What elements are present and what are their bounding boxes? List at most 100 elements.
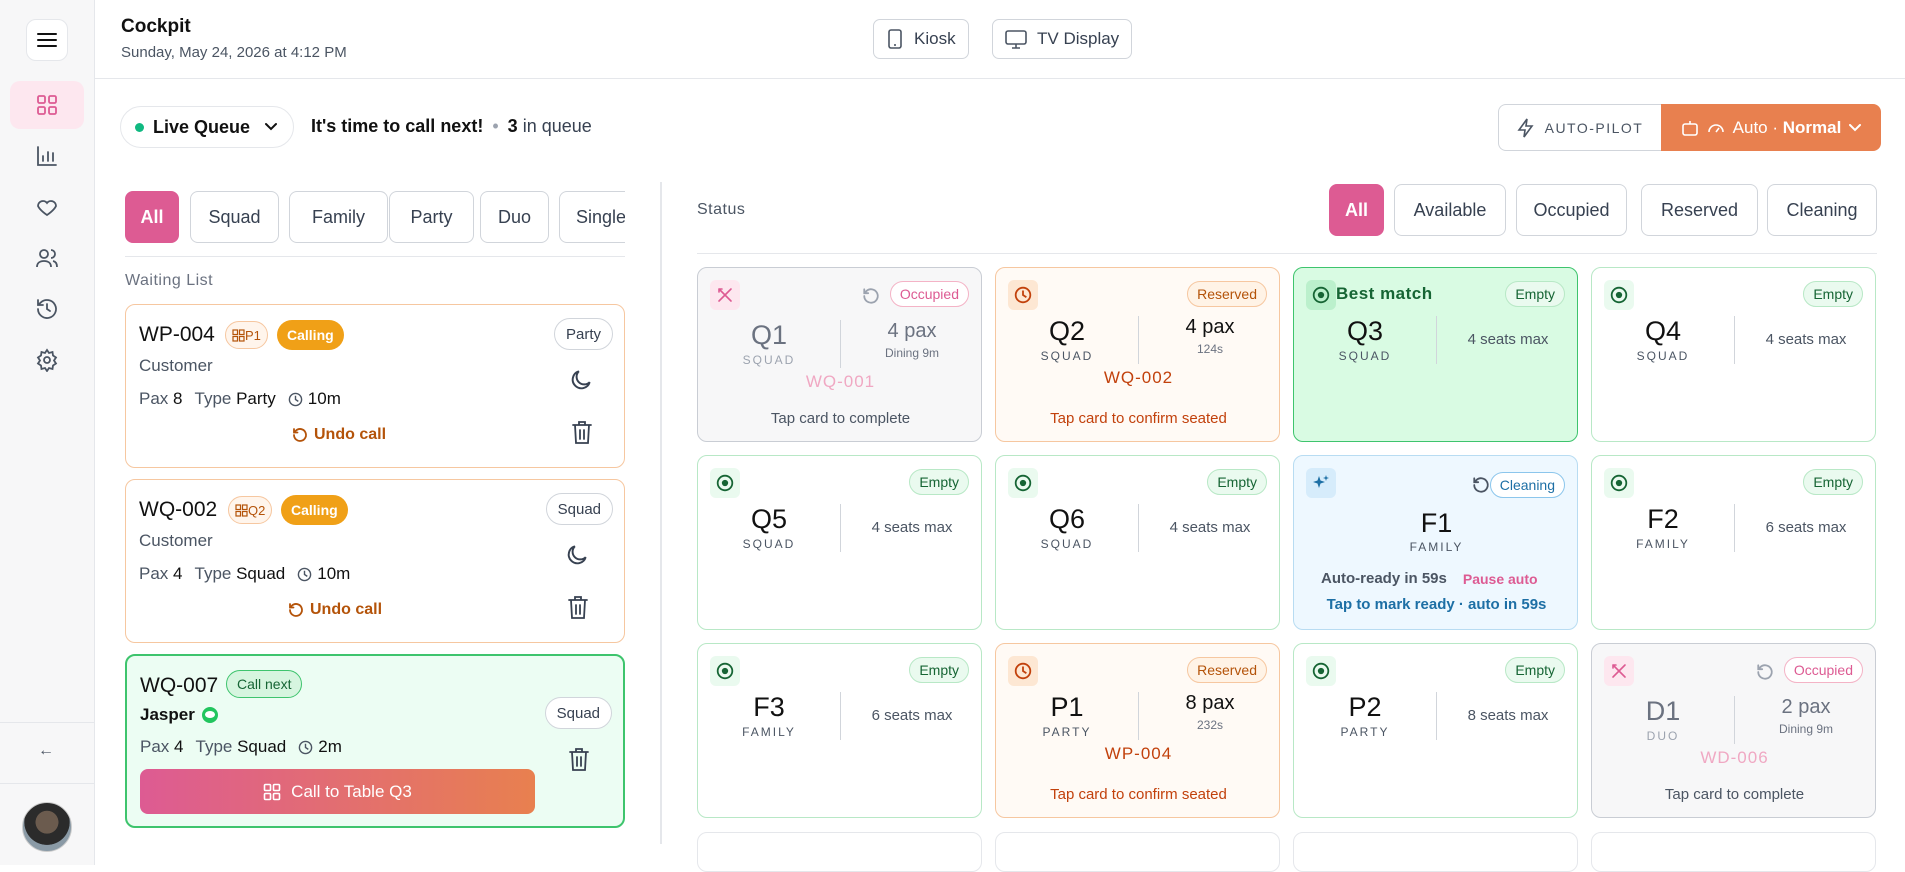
refresh-icon[interactable] xyxy=(1472,476,1490,494)
undo-call-button[interactable]: Undo call xyxy=(292,426,386,444)
table-card-p1[interactable]: Reserved P1 PARTY 8 pax 232s WP-004 Tap … xyxy=(995,643,1280,818)
table-card-partial[interactable] xyxy=(697,832,982,872)
sidebar-item-analytics[interactable] xyxy=(10,132,84,180)
clock-icon xyxy=(1008,656,1038,686)
customer-name: Customer xyxy=(139,531,213,550)
kiosk-button[interactable]: Kiosk xyxy=(873,19,969,59)
sidebar-item-dashboard[interactable] xyxy=(10,81,84,129)
refresh-icon[interactable] xyxy=(862,287,880,305)
robot-icon xyxy=(1681,120,1698,136)
sidebar-item-favorites[interactable] xyxy=(10,183,84,231)
ticket-id: WQ-002 xyxy=(139,498,218,521)
filter-family[interactable]: Family xyxy=(289,191,388,243)
status-header: Status xyxy=(697,201,746,218)
party-size: 2 pax xyxy=(1781,696,1831,718)
tv-display-label: TV Display xyxy=(1037,29,1120,48)
seat-capacity: 4 seats max xyxy=(1765,331,1847,348)
table-card-partial[interactable] xyxy=(1591,832,1876,872)
type-label: Type xyxy=(194,389,232,408)
trash-icon[interactable] xyxy=(570,419,594,445)
waiting-card-wq-002[interactable]: WQ-002 Q2 Calling Squad Customer Pax 4 T… xyxy=(125,479,625,643)
status-filter-available[interactable]: Available xyxy=(1394,184,1506,236)
card-hint: Tap card to complete xyxy=(770,410,911,427)
seat-capacity: 6 seats max xyxy=(1765,519,1847,536)
table-card-p2[interactable]: Empty P2 PARTY 8 seats max xyxy=(1293,643,1578,818)
status-badge: Empty xyxy=(1803,281,1863,307)
occupied-icon xyxy=(710,280,740,310)
queue-filter-group: All Squad Family Party Duo Single xyxy=(125,191,625,243)
ticket-id: WP-004 xyxy=(139,323,215,346)
seat-capacity: 4 seats max xyxy=(871,519,953,536)
wait-value: 10m xyxy=(307,389,341,408)
table-card-partial[interactable] xyxy=(1293,832,1578,872)
undo-call-label: Undo call xyxy=(310,601,383,618)
filter-squad[interactable]: Squad xyxy=(190,191,279,243)
status-filter-all[interactable]: All xyxy=(1329,184,1384,236)
seat-capacity: 6 seats max xyxy=(871,707,953,724)
status-filter-reserved[interactable]: Reserved xyxy=(1641,184,1758,236)
sidebar-item-settings[interactable] xyxy=(10,336,84,384)
table-card-f3[interactable]: Empty F3 FAMILY 6 seats max xyxy=(697,643,982,818)
card-separator xyxy=(840,320,841,368)
auto-ready-text: Auto-ready in 59s xyxy=(1321,570,1447,587)
collapse-sidebar-button[interactable]: ← xyxy=(38,742,54,759)
table-type: SQUAD xyxy=(1338,349,1392,363)
ticket-meta: Pax 8 Type Party 10m xyxy=(139,389,341,409)
tv-display-button[interactable]: TV Display xyxy=(992,19,1133,59)
table-card-q1[interactable]: Occupied Q1 SQUAD 4 pax Dining 9m WQ-001… xyxy=(697,267,982,442)
wait-time: 2m xyxy=(298,737,342,757)
history-icon xyxy=(37,299,57,319)
waiting-card-wp-004[interactable]: WP-004 P1 Calling Party Customer Pax 8 T… xyxy=(125,304,625,468)
heart-icon xyxy=(37,200,57,217)
filter-all[interactable]: All xyxy=(125,191,179,243)
type-field: Type Party xyxy=(195,389,276,409)
table-card-q6[interactable]: Empty Q6 SQUAD 4 seats max xyxy=(995,455,1280,630)
auto-mode-label: Auto · Normal xyxy=(1733,118,1842,138)
waiting-list-header: Waiting List xyxy=(125,272,214,289)
snooze-moon-icon[interactable] xyxy=(568,367,594,393)
table-card-partial[interactable] xyxy=(995,832,1280,872)
call-to-table-button[interactable]: Call to Table Q3 xyxy=(140,769,535,814)
card-separator xyxy=(1734,504,1735,552)
best-match-label: Best match xyxy=(1336,284,1433,303)
table-card-q2[interactable]: Reserved Q2 SQUAD 4 pax 124s WQ-002 Tap … xyxy=(995,267,1280,442)
sidebar-item-history[interactable] xyxy=(10,285,84,333)
trash-icon[interactable] xyxy=(566,594,590,620)
table-type: PARTY xyxy=(1042,725,1092,739)
autopilot-button[interactable]: AUTO-PILOT xyxy=(1498,104,1661,151)
pause-auto-button[interactable]: Pause auto xyxy=(1462,570,1538,587)
filter-party[interactable]: Party xyxy=(389,191,474,243)
card-hint: Tap card to confirm seated xyxy=(1050,410,1227,427)
waiting-card-wq-007[interactable]: WQ-007 Call next Squad Jasper Pax 4 Type… xyxy=(125,654,625,828)
status-filter-occupied[interactable]: Occupied xyxy=(1516,184,1627,236)
sidebar-item-customers[interactable] xyxy=(10,234,84,282)
trash-icon[interactable] xyxy=(567,746,591,772)
ticket-id: WQ-007 xyxy=(140,674,219,697)
page-title: Cockpit xyxy=(121,16,191,37)
refresh-icon[interactable] xyxy=(1756,663,1774,681)
table-type: SQUAD xyxy=(1040,537,1094,551)
auto-mode-dropdown[interactable]: Auto · Normal xyxy=(1661,104,1881,151)
table-type: DUO xyxy=(1646,729,1680,743)
table-card-q4[interactable]: Empty Q4 SQUAD 4 seats max xyxy=(1591,267,1876,442)
avatar[interactable] xyxy=(22,802,72,852)
table-card-q3[interactable]: Best match Empty Q3 SQUAD 4 seats max xyxy=(1293,267,1578,442)
live-queue-select[interactable]: Live Queue xyxy=(120,106,294,148)
customer-name-row: Jasper xyxy=(140,705,219,725)
kiosk-label: Kiosk xyxy=(914,29,956,48)
menu-button[interactable] xyxy=(26,19,68,61)
filter-single[interactable]: Single xyxy=(559,191,625,243)
table-name: Q2 xyxy=(1048,316,1086,346)
table-card-f1[interactable]: Cleaning F1 FAMILY Auto-ready in 59s Pau… xyxy=(1293,455,1578,630)
undo-call-button[interactable]: Undo call xyxy=(288,601,382,619)
table-card-q5[interactable]: Empty Q5 SQUAD 4 seats max xyxy=(697,455,982,630)
table-name: P1 xyxy=(1050,692,1084,722)
snooze-moon-icon[interactable] xyxy=(564,542,590,568)
table-card-d1[interactable]: Occupied D1 DUO 2 pax Dining 9m WD-006 T… xyxy=(1591,643,1876,818)
filter-duo[interactable]: Duo xyxy=(480,191,549,243)
status-filter-cleaning[interactable]: Cleaning xyxy=(1767,184,1877,236)
card-separator xyxy=(1734,316,1735,364)
table-type: SQUAD xyxy=(742,353,796,367)
table-card-f2[interactable]: Empty F2 FAMILY 6 seats max xyxy=(1591,455,1876,630)
card-hint: Tap card to confirm seated xyxy=(1050,786,1227,803)
